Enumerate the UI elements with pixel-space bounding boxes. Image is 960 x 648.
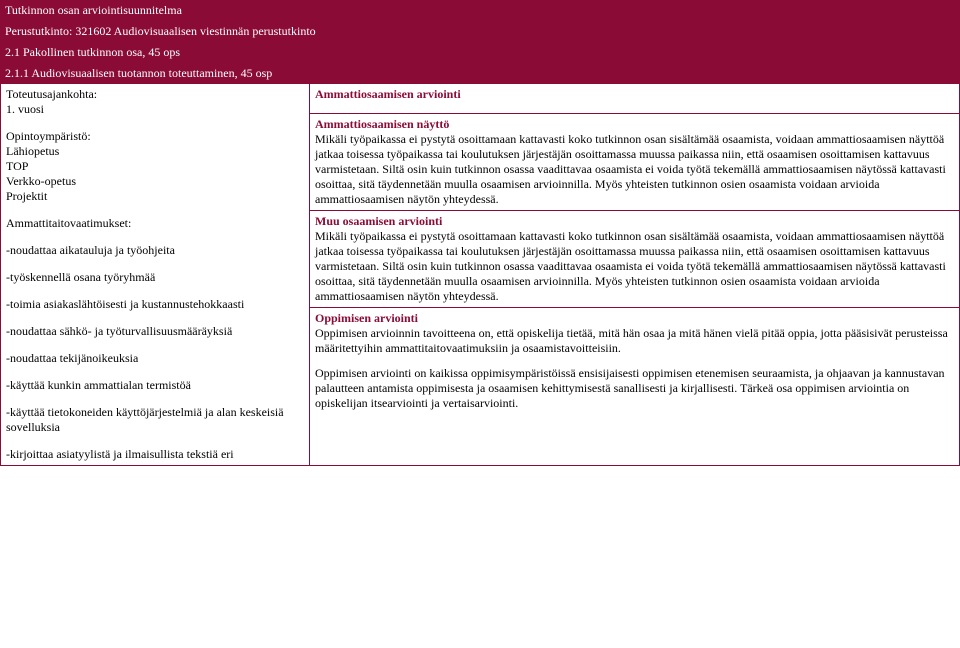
timing-label: Toteutusajankohta: [6, 87, 304, 102]
req-item-7: -kirjoittaa asiatyylistä ja ilmaisullist… [6, 447, 304, 462]
env-item-3: Projektit [6, 189, 304, 204]
section1-cell: Ammattiosaamisen näyttö Mikäli työpaikas… [310, 114, 960, 211]
section3-body2: Oppimisen arviointi on kaikissa oppimisy… [315, 366, 954, 411]
plan-subpart: 2.1.1 Audiovisuaalisen tuotannon toteutt… [5, 66, 272, 80]
header-row-title: Tutkinnon osan arviointisuunnitelma [0, 0, 960, 21]
req-item-5: -käyttää kunkin ammattialan termistöä [6, 378, 304, 393]
section3-cell: Oppimisen arviointi Oppimisen arvioinnin… [310, 308, 960, 466]
right-header-cell: Ammattiosaamisen arviointi [310, 84, 960, 114]
section3-body1: Oppimisen arvioinnin tavoitteena on, ett… [315, 326, 954, 356]
right-main-title: Ammattiosaamisen arviointi [315, 87, 954, 102]
header-row-subtitle: Perustutkinto: 321602 Audiovisuaalisen v… [0, 21, 960, 42]
title-cell: Tutkinnon osan arviointisuunnitelma [0, 0, 960, 21]
env-item-2: Verkko-opetus [6, 174, 304, 189]
env-label: Opintoympäristö: [6, 129, 304, 144]
req-item-4: -noudattaa tekijänoikeuksia [6, 351, 304, 366]
env-item-0: Lähiopetus [6, 144, 304, 159]
subpart-cell: 2.1.1 Audiovisuaalisen tuotannon toteutt… [0, 63, 960, 84]
part-cell: 2.1 Pakollinen tutkinnon osa, 45 ops [0, 42, 960, 63]
subtitle-cell: Perustutkinto: 321602 Audiovisuaalisen v… [0, 21, 960, 42]
section2-cell: Muu osaamisen arviointi Mikäli työpaikas… [310, 211, 960, 308]
plan-subtitle: Perustutkinto: 321602 Audiovisuaalisen v… [5, 24, 316, 38]
plan-part: 2.1 Pakollinen tutkinnon osa, 45 ops [5, 45, 180, 59]
assessment-plan-table: Tutkinnon osan arviointisuunnitelma Peru… [0, 0, 960, 84]
timing-value: 1. vuosi [6, 102, 304, 117]
req-item-1: -työskennellä osana työryhmää [6, 270, 304, 285]
left-column: Toteutusajankohta: 1. vuosi Opintoympäri… [0, 84, 310, 466]
section2-body: Mikäli työpaikassa ei pystytä osoittamaa… [315, 229, 954, 304]
req-item-0: -noudattaa aikatauluja ja työohjeita [6, 243, 304, 258]
req-item-6: -käyttää tietokoneiden käyttöjärjestelmi… [6, 405, 304, 435]
plan-title: Tutkinnon osan arviointisuunnitelma [5, 3, 182, 17]
right-column: Ammattiosaamisen arviointi Ammattiosaami… [310, 84, 960, 466]
body-columns: Toteutusajankohta: 1. vuosi Opintoympäri… [0, 84, 960, 466]
section1-title: Ammattiosaamisen näyttö [315, 117, 954, 132]
header-row-subpart: 2.1.1 Audiovisuaalisen tuotannon toteutt… [0, 63, 960, 84]
section2-title: Muu osaamisen arviointi [315, 214, 954, 229]
section1-body: Mikäli työpaikassa ei pystytä osoittamaa… [315, 132, 954, 207]
section3-title: Oppimisen arviointi [315, 311, 954, 326]
req-label: Ammattitaitovaatimukset: [6, 216, 304, 231]
header-row-part: 2.1 Pakollinen tutkinnon osa, 45 ops [0, 42, 960, 63]
req-item-2: -toimia asiakaslähtöisesti ja kustannust… [6, 297, 304, 312]
req-item-3: -noudattaa sähkö- ja työturvallisuusmäär… [6, 324, 304, 339]
env-item-1: TOP [6, 159, 304, 174]
